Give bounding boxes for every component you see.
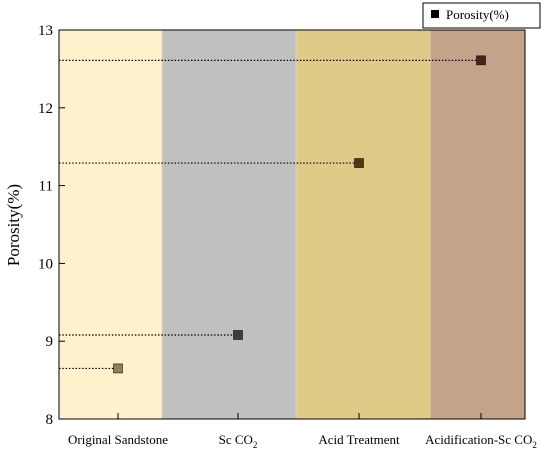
x-tick-label: Sc CO2	[219, 432, 258, 450]
legend-box	[422, 2, 541, 29]
category-bands	[58, 29, 526, 420]
legend-label: Porosity(%)	[446, 7, 509, 22]
data-point	[476, 55, 486, 66]
x-tick-label: Original Sandstone	[68, 432, 168, 447]
category-band	[58, 29, 163, 420]
plot-frame	[58, 29, 526, 420]
legend-marker	[431, 10, 439, 18]
y-tick-label: 12	[38, 101, 53, 117]
y-tick-label: 13	[38, 23, 53, 39]
data-point	[233, 330, 243, 340]
category-band	[429, 29, 526, 420]
y-tick-label: 9	[46, 334, 54, 350]
data-point	[113, 363, 123, 374]
data-point	[354, 158, 364, 168]
x-axis: Original Sandstone Sc CO2 Acid Treatment Ac…	[68, 413, 537, 450]
category-band	[161, 29, 297, 420]
y-tick-label: 10	[38, 256, 53, 272]
y-tick-label: 8	[46, 412, 54, 428]
y-axis: 8 9 10 11 12 13	[38, 23, 65, 428]
x-tick-label: Acidification-Sc CO2	[425, 432, 537, 450]
legend: Porosity(%)	[422, 2, 541, 29]
y-tick-label: 11	[39, 179, 53, 195]
x-tick-label: Acid Treatment	[318, 432, 400, 447]
y-axis-label: Porosity(%)	[4, 184, 23, 266]
guide-lines	[59, 59, 481, 370]
data-points	[113, 55, 486, 374]
category-band	[295, 29, 431, 420]
